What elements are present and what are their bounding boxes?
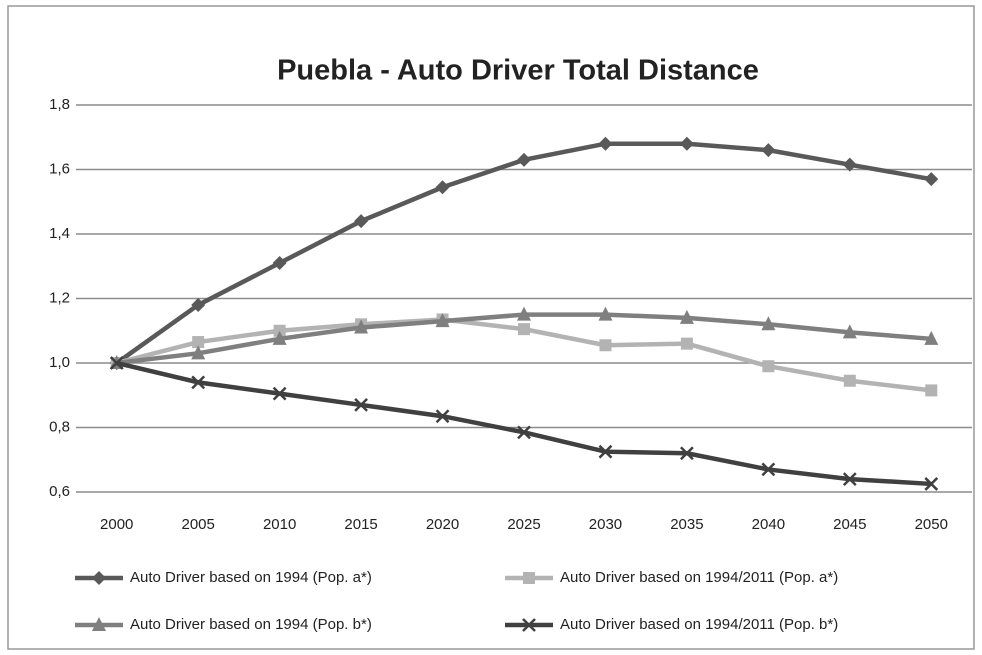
marker <box>354 398 368 412</box>
marker <box>191 375 206 390</box>
marker <box>679 309 694 324</box>
marker <box>192 336 205 349</box>
marker <box>761 462 776 477</box>
marker <box>272 330 287 345</box>
marker <box>598 444 613 459</box>
marker <box>191 345 206 360</box>
y-tick-label: 1,0 <box>49 354 70 371</box>
marker <box>518 323 530 336</box>
x-tick-label: 2000 <box>100 516 133 533</box>
x-tick-label: 2050 <box>915 516 948 533</box>
y-tick-label: 1,8 <box>49 96 70 113</box>
marker <box>92 571 106 585</box>
y-tick-label: 1,4 <box>49 225 70 242</box>
marker <box>842 157 857 172</box>
marker <box>109 356 124 370</box>
chart-title: Puebla - Auto Driver Total Distance <box>277 55 759 87</box>
marker <box>354 319 369 334</box>
marker <box>517 306 531 321</box>
y-tick-label: 0,8 <box>49 418 70 435</box>
marker <box>843 374 856 387</box>
marker <box>354 214 369 229</box>
x-tick-label: 2020 <box>426 516 459 533</box>
marker <box>272 386 287 401</box>
chart-frame <box>7 5 975 650</box>
legend-label: Auto Driver based on 1994/2011 (Pop. a*) <box>560 569 838 586</box>
marker <box>924 172 939 187</box>
marker <box>435 313 450 328</box>
x-tick-label: 2005 <box>181 516 214 533</box>
marker <box>842 472 857 486</box>
marker <box>92 617 106 631</box>
marker <box>523 572 535 584</box>
x-tick-label: 2025 <box>507 516 540 533</box>
marker <box>924 330 939 345</box>
marker <box>679 136 694 151</box>
x-tick-label: 2010 <box>263 516 296 533</box>
marker <box>680 337 693 350</box>
marker <box>598 306 613 321</box>
x-tick-label: 2015 <box>344 516 377 533</box>
legend-label: Auto Driver based on 1994/2011 (Pop. b*) <box>560 616 838 633</box>
marker <box>435 409 450 424</box>
marker <box>517 425 531 440</box>
marker <box>435 180 450 195</box>
marker <box>761 143 776 158</box>
marker <box>599 339 612 352</box>
y-tick-label: 0,6 <box>49 483 70 500</box>
marker <box>680 446 694 461</box>
marker <box>272 256 287 271</box>
x-tick-label: 2045 <box>833 516 866 533</box>
legend-label: Auto Driver based on 1994 (Pop. a*) <box>130 569 372 586</box>
marker <box>924 477 939 491</box>
x-tick-label: 2030 <box>589 516 622 533</box>
marker <box>273 324 286 337</box>
marker <box>925 384 938 397</box>
marker <box>842 324 857 339</box>
marker <box>598 136 613 151</box>
marker <box>517 152 531 167</box>
marker <box>191 297 206 312</box>
x-tick-label: 2035 <box>670 516 703 533</box>
legend-label: Auto Driver based on 1994 (Pop. b*) <box>130 616 372 633</box>
marker <box>762 360 775 373</box>
x-tick-label: 2040 <box>752 516 785 533</box>
marker <box>761 316 776 331</box>
y-tick-label: 1,6 <box>49 160 70 177</box>
marker <box>522 618 536 632</box>
y-tick-label: 1,2 <box>49 289 70 306</box>
